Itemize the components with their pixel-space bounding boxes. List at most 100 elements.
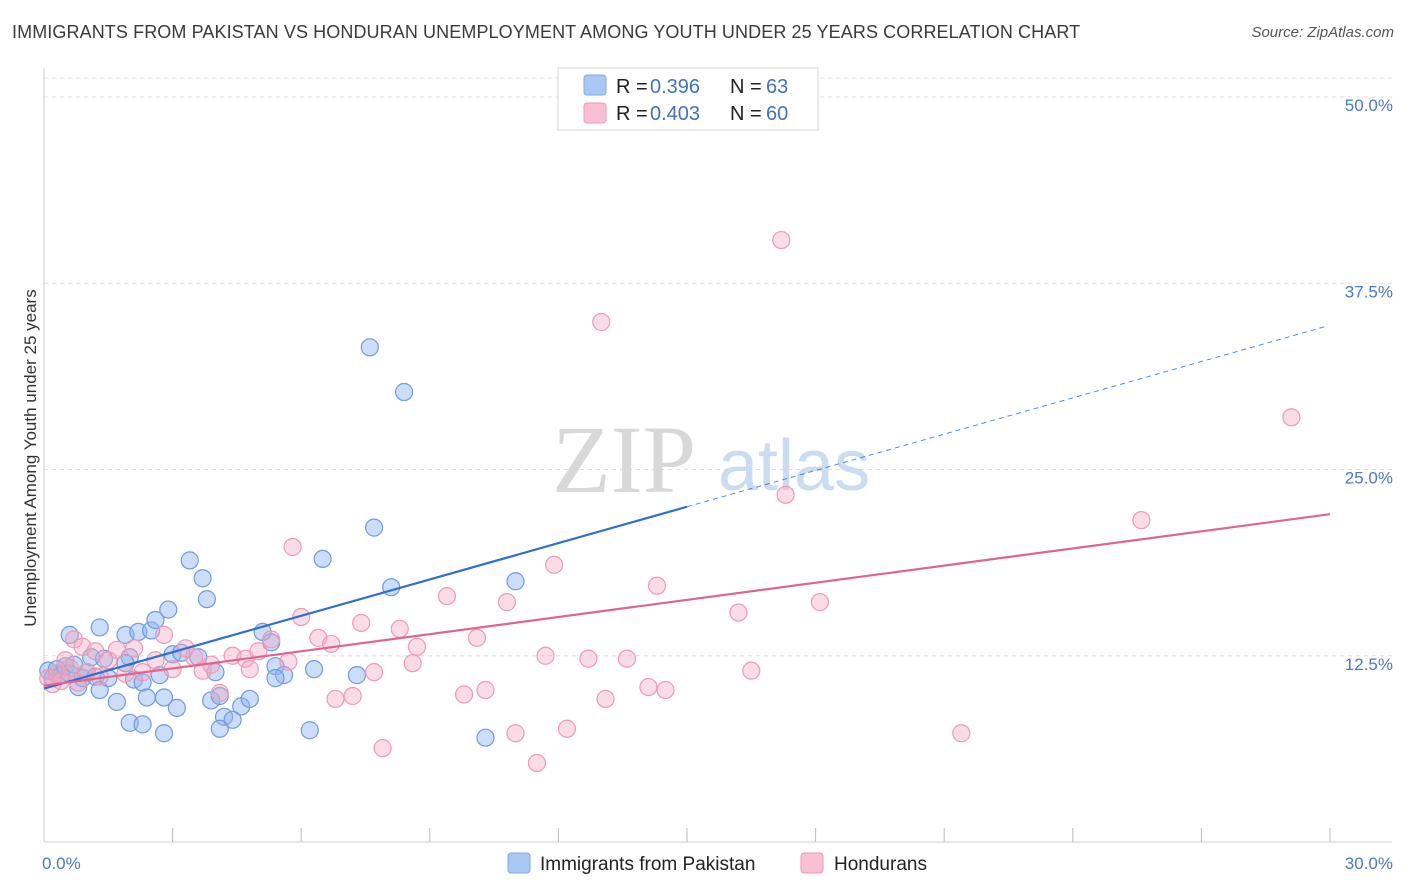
source-label: Source: ZipAtlas.com xyxy=(1251,24,1394,41)
legend-n-value-1: 63 xyxy=(766,76,788,98)
legend-r-value-1: 0.396 xyxy=(650,76,700,98)
grid-lines xyxy=(44,77,1392,657)
hondurans-point-43 xyxy=(437,587,457,606)
pakistan-point-60 xyxy=(90,618,109,637)
hondurans-point-34 xyxy=(322,634,341,653)
hondurans-point-37 xyxy=(352,613,371,633)
hondurans-point-5 xyxy=(60,658,79,677)
pakistan-point-58 xyxy=(476,728,495,747)
hondurans-point-49 xyxy=(527,753,547,773)
legend-n-value-2: 60 xyxy=(766,103,788,125)
hondurans-point-59 xyxy=(656,680,675,700)
hondurans-point-66 xyxy=(1132,511,1151,530)
pakistan-point-42 xyxy=(133,715,152,734)
hondurans-point-36 xyxy=(343,686,362,706)
hondurans-point-41 xyxy=(403,654,422,673)
hondurans-point-32 xyxy=(292,607,311,627)
bottom-legend-swatch-pakistan xyxy=(507,852,531,874)
pakistan-point-35 xyxy=(223,710,242,729)
pakistan-point-59 xyxy=(506,572,525,591)
hondurans-point-31 xyxy=(279,652,298,671)
legend-swatch-hondurans xyxy=(583,102,607,124)
hondurans-point-45 xyxy=(467,628,487,647)
bottom-legend: Immigrants from Pakistan Hondurans xyxy=(507,852,927,875)
hondurans-point-65 xyxy=(952,724,971,743)
pakistan-point-52 xyxy=(300,721,319,740)
x-tick-label-max: 30.0% xyxy=(1345,854,1393,873)
hondurans-point-54 xyxy=(592,312,611,332)
hondurans-point-53 xyxy=(579,649,598,668)
pakistan-point-20 xyxy=(133,673,152,692)
pakistan-point-56 xyxy=(360,338,379,357)
legend-r-value-2: 0.403 xyxy=(650,103,700,125)
legend-n-label-2: N = xyxy=(730,103,762,125)
hondurans-point-51 xyxy=(545,555,564,574)
bottom-legend-label-hondurans: Hondurans xyxy=(834,854,927,875)
pakistan-point-57 xyxy=(394,382,414,402)
hondurans-point-38 xyxy=(364,663,384,682)
hondurans-point-57 xyxy=(639,677,658,697)
trend-line-pakistan xyxy=(43,505,688,690)
trend-line-hondurans xyxy=(43,513,1331,687)
pakistan-point-37 xyxy=(240,689,259,709)
hondurans-point-62 xyxy=(772,230,791,250)
pakistan-point-49 xyxy=(313,549,332,569)
hondurans-point-50 xyxy=(536,646,555,665)
legend-swatch-pakistan xyxy=(583,74,607,96)
pakistan-point-39 xyxy=(154,688,174,707)
hondurans-point-35 xyxy=(326,689,345,709)
trend-line-pakistan-extrapolated xyxy=(686,325,1326,508)
hondurans-point-60 xyxy=(729,603,748,622)
series-pakistan-points xyxy=(39,338,525,747)
pakistan-point-54 xyxy=(364,518,384,537)
hondurans-point-48 xyxy=(506,724,525,743)
pakistan-point-15 xyxy=(107,692,126,712)
hondurans-point-47 xyxy=(497,593,517,612)
x-tick-label-min: 0.0% xyxy=(42,854,81,873)
y-tick-label-3: 50.0% xyxy=(1345,96,1393,115)
legend-r-label-2: R = xyxy=(616,103,648,125)
hondurans-point-61 xyxy=(742,661,761,680)
hondurans-point-58 xyxy=(647,576,667,595)
pakistan-point-30 xyxy=(197,590,216,609)
hondurans-point-27 xyxy=(240,660,259,679)
legend-r-label-1: R = xyxy=(616,76,648,98)
hondurans-point-56 xyxy=(617,649,637,668)
hondurans-point-67 xyxy=(1282,408,1301,427)
y-tick-label-2: 37.5% xyxy=(1345,282,1393,301)
pakistan-point-24 xyxy=(159,600,178,619)
pakistan-point-29 xyxy=(193,569,212,588)
pakistan-point-48 xyxy=(304,660,324,679)
pakistan-point-53 xyxy=(347,666,367,685)
bottom-legend-label-pakistan: Immigrants from Pakistan xyxy=(540,854,755,875)
hondurans-point-18 xyxy=(154,625,174,644)
y-tick-labels: 12.5% 25.0% 37.5% 50.0% xyxy=(1345,96,1393,674)
hondurans-point-13 xyxy=(107,640,126,659)
y-tick-label-1: 25.0% xyxy=(1345,469,1393,488)
x-tick-labels: 0.0% 30.0% xyxy=(42,854,1393,873)
pakistan-point-43 xyxy=(154,724,174,743)
trend-lines xyxy=(43,325,1331,690)
hondurans-point-63 xyxy=(776,485,795,504)
watermark-zip: ZIP xyxy=(552,406,696,513)
watermark: ZIP atlas xyxy=(552,406,870,513)
hondurans-point-30 xyxy=(283,537,302,557)
hondurans-point-15 xyxy=(124,639,144,658)
hondurans-point-40 xyxy=(390,619,409,639)
hondurans-point-24 xyxy=(210,683,229,703)
hondurans-point-46 xyxy=(476,680,495,700)
chart-title: IMMIGRANTS FROM PAKISTAN VS HONDURAN UNE… xyxy=(12,22,1081,42)
y-axis-label: Unemployment Among Youth under 25 years xyxy=(21,289,40,626)
hondurans-point-44 xyxy=(454,685,474,704)
hondurans-point-39 xyxy=(373,739,392,758)
pakistan-point-22 xyxy=(146,610,165,630)
hondurans-point-10 xyxy=(86,642,105,661)
axes xyxy=(43,68,1392,843)
pakistan-point-38 xyxy=(137,688,156,707)
pakistan-point-51 xyxy=(266,668,285,688)
pakistan-point-44 xyxy=(210,719,229,738)
pakistan-point-40 xyxy=(167,698,186,718)
bottom-legend-swatch-hondurans xyxy=(800,852,824,874)
y-tick-label-0: 12.5% xyxy=(1345,655,1393,674)
